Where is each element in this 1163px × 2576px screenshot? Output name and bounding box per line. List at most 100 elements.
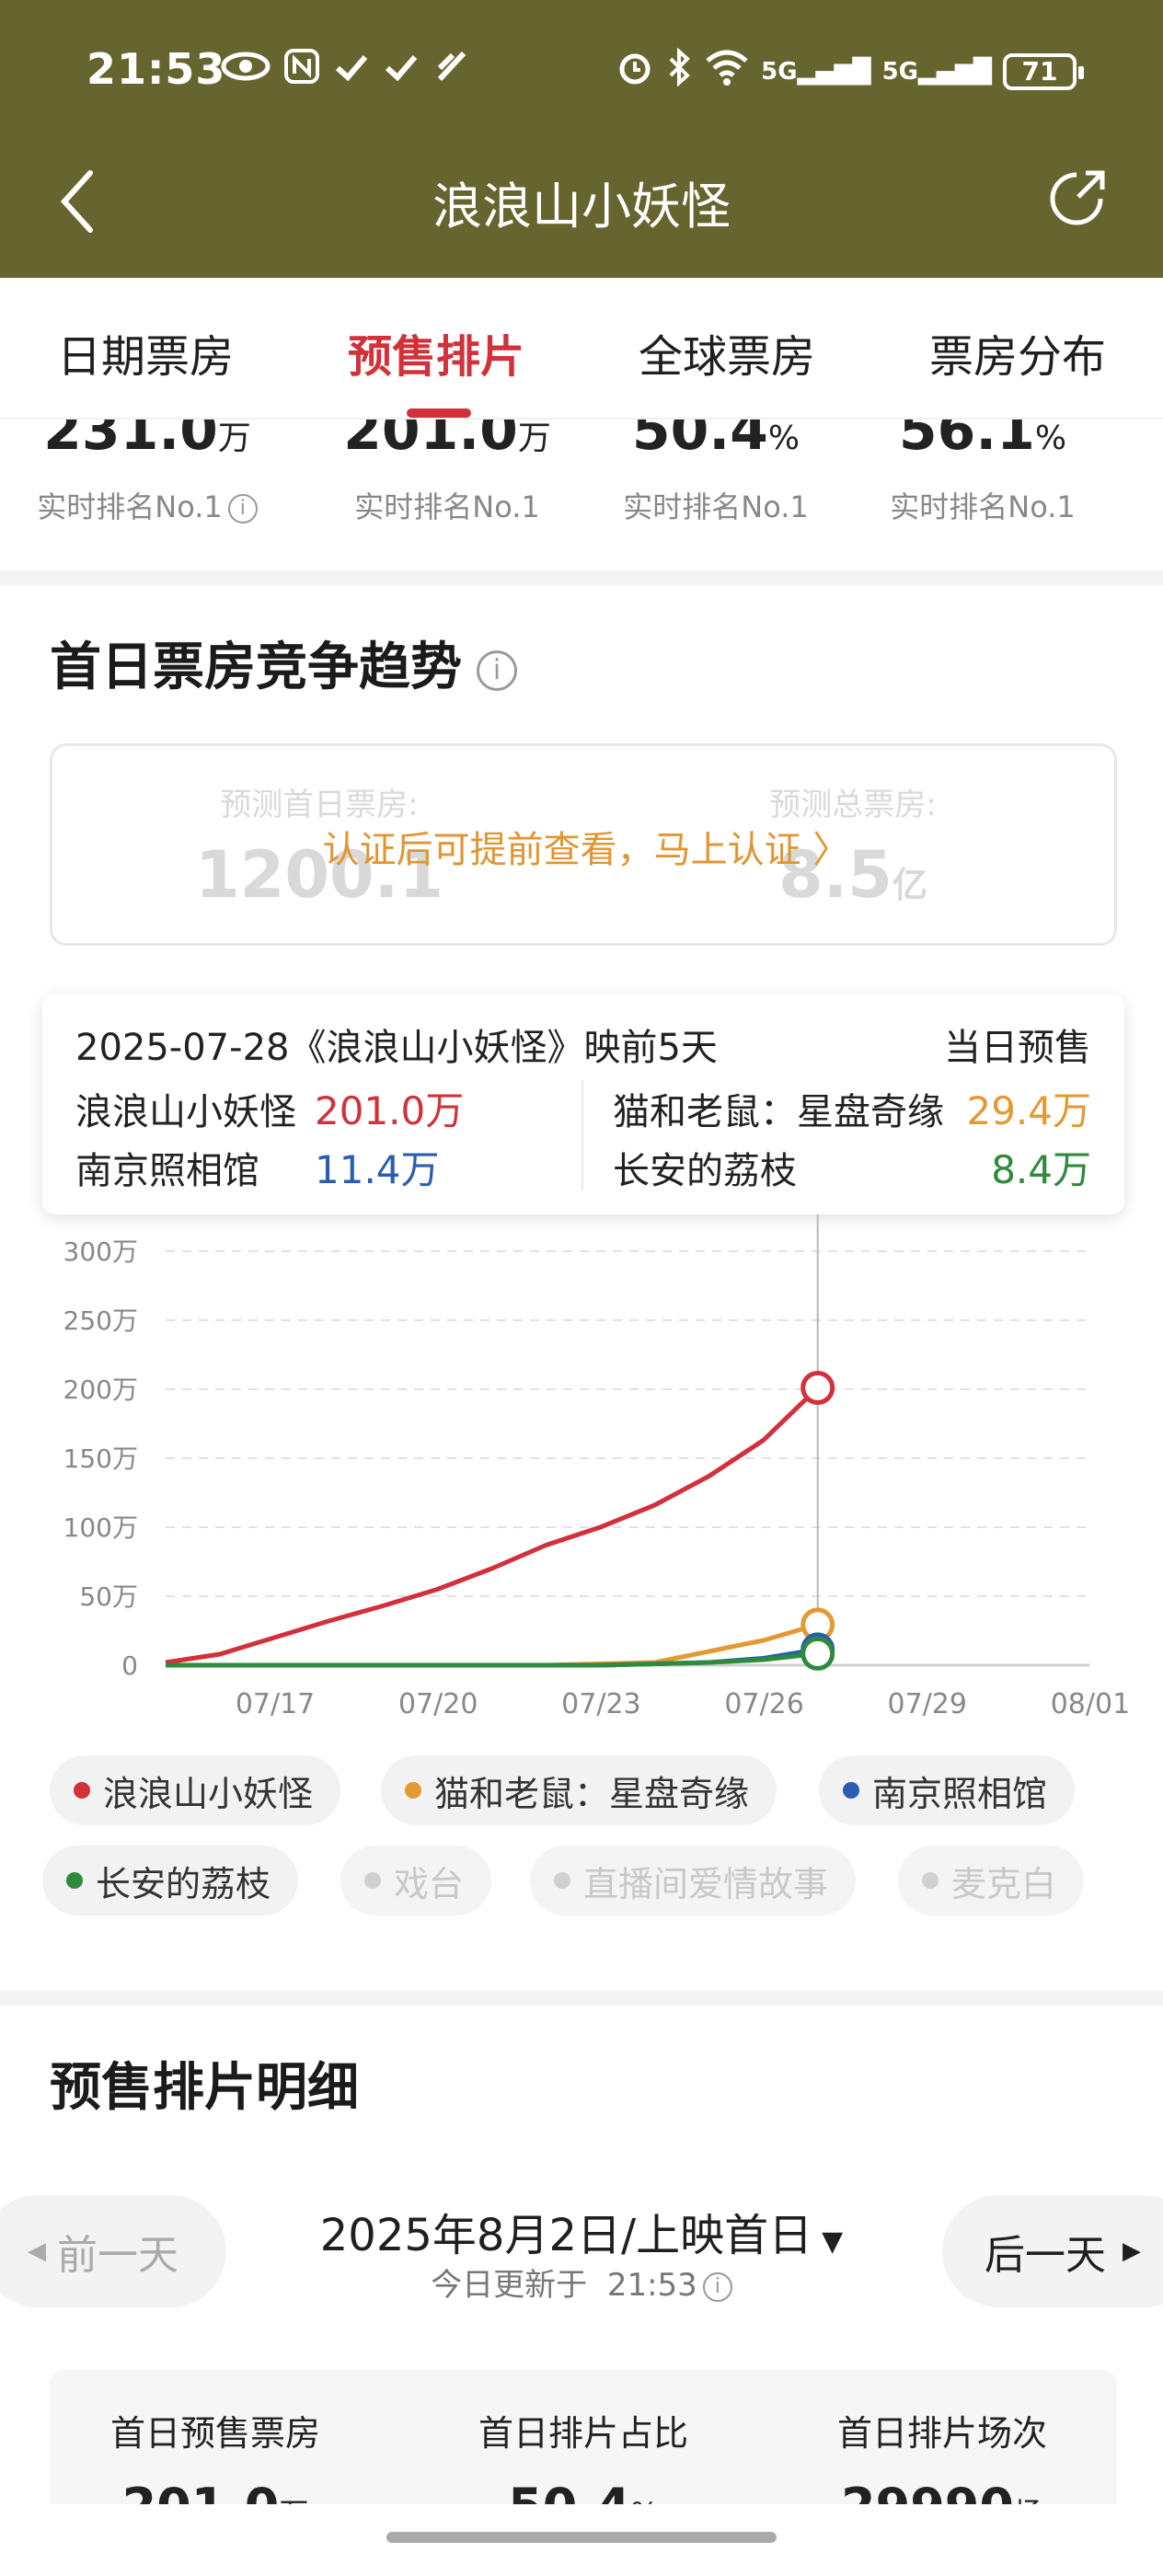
- series-line: [166, 1622, 819, 1668]
- app-icon: [432, 48, 469, 93]
- legend-item[interactable]: 直播间爱情故事: [530, 1846, 857, 1915]
- home-indicator[interactable]: [386, 2532, 777, 2543]
- predict-total: 预测总票房: 8.5亿: [769, 787, 937, 913]
- legend-item[interactable]: 麦克白: [898, 1846, 1085, 1915]
- verify-link[interactable]: 认证后可提前查看，马上认证 〉: [322, 829, 850, 871]
- notification-icons: [221, 48, 469, 93]
- stat-item: 231.0万 实时排名No.1 i: [9, 420, 285, 526]
- legend-item[interactable]: 南京照相馆: [819, 1755, 1076, 1825]
- chevron-right-icon: 〉: [800, 829, 850, 871]
- stat-rank: 实时排名No.1: [890, 489, 1076, 524]
- stat-item: 50.4% 实时排名No.1: [578, 420, 854, 526]
- active-tab-indicator: [407, 408, 471, 418]
- nfc-icon: [283, 48, 320, 93]
- status-bar: 21:53: [0, 37, 1163, 110]
- tooltip-movie-value: 8.4万: [991, 1147, 1091, 1192]
- y-tick-label: 200万: [63, 1374, 138, 1405]
- eye-icon: [221, 48, 271, 93]
- trend-chart[interactable]: 300万 250万 200万 150万 100万 50万 0 07/17 07/20 07/23 0…: [0, 1214, 1163, 1730]
- app-header: 21:53: [0, 0, 1163, 278]
- legend-item[interactable]: 长安的荔枝: [42, 1846, 299, 1915]
- stat-unit: 万: [517, 420, 551, 457]
- date-selector[interactable]: 2025年8月2日/上映首日 ▼: [319, 2210, 844, 2261]
- legend-dot: [364, 1872, 381, 1889]
- x-tick-label: 07/29: [888, 1688, 967, 1720]
- y-tick-label: 300万: [63, 1236, 138, 1267]
- detail-section-title: 预售排片明细: [50, 2058, 359, 2118]
- legend-dot: [405, 1782, 421, 1799]
- info-icon[interactable]: i: [227, 494, 258, 523]
- tab-presale-schedule[interactable]: 预售排片: [347, 331, 524, 383]
- section-divider: [0, 570, 1163, 585]
- system-icons: 5G▂▄▆█ 5G▂▄▆█ 71: [616, 47, 1084, 95]
- stat-item: 56.1% 实时排名No.1: [845, 420, 1121, 526]
- stat-unit: %: [767, 420, 800, 457]
- caret-left-icon: ◀: [28, 2237, 46, 2265]
- legend-dot: [554, 1872, 570, 1889]
- x-tick-label: 07/20: [398, 1688, 478, 1720]
- tooltip-movie-name: 猫和老鼠：星盘奇缘: [613, 1091, 944, 1133]
- battery-icon: 71: [1003, 52, 1084, 90]
- x-tick-label: 07/17: [236, 1688, 315, 1720]
- next-day-button[interactable]: 后一天 ▶: [942, 2195, 1163, 2307]
- legend-item[interactable]: 猫和老鼠：星盘奇缘: [381, 1755, 777, 1825]
- trend-chart-svg[interactable]: 300万 250万 200万 150万 100万 50万 0 07/17 07/20 07/23 0…: [0, 1214, 1163, 1730]
- wifi-icon: [704, 48, 750, 95]
- y-tick-label: 0: [121, 1650, 138, 1681]
- tooltip-movie-name: 南京照相馆: [75, 1150, 259, 1192]
- stat-unit: %: [1034, 420, 1067, 457]
- info-icon[interactable]: i: [477, 650, 517, 691]
- legend-dot: [66, 1872, 83, 1889]
- stat-value: 56.1: [898, 420, 1035, 462]
- tooltip-movie-value: 201.0万: [315, 1088, 465, 1133]
- bluetooth-icon: [665, 47, 693, 95]
- stat-item: 201.0万 实时排名No.1: [309, 420, 585, 526]
- signal-icon: 5G▂▄▆█: [761, 57, 871, 86]
- alarm-icon: [616, 48, 654, 95]
- update-time: 今日更新于 21:53 i: [0, 2260, 1163, 2305]
- info-icon[interactable]: i: [702, 2271, 732, 2302]
- legend-dot: [74, 1782, 90, 1799]
- tooltip-movie-name: 长安的荔枝: [613, 1150, 797, 1192]
- stat-rank: 实时排名No.1: [37, 489, 223, 524]
- status-time: 21:53: [86, 44, 226, 94]
- section-divider: [0, 1991, 1163, 2006]
- trend-section-title: 首日票房竞争趋势 i: [50, 626, 517, 700]
- tooltip-date: 2025-07-28《浪浪山小妖怪》映前5天: [75, 1027, 718, 1069]
- y-tick-label: 50万: [79, 1581, 138, 1612]
- y-tick-label: 100万: [63, 1512, 138, 1543]
- tab-boxoffice-distribution[interactable]: 票房分布: [928, 331, 1106, 383]
- caret-down-icon: ▼: [822, 2225, 844, 2258]
- stat-rank: 实时排名No.1: [354, 489, 540, 524]
- x-tick-label: 08/01: [1051, 1688, 1130, 1720]
- prediction-box[interactable]: 预测首日票房: 1200.1万 预测总票房: 8.5亿 认证后可提前查看，马上认…: [50, 743, 1117, 946]
- tooltip-movie-name: 浪浪山小妖怪: [75, 1091, 296, 1133]
- tooltip-movie-value: 11.4万: [315, 1147, 440, 1192]
- stats-strip: 231.0万 实时排名No.1 i 201.0万 实时排名No.1 50.4% 实…: [0, 420, 1163, 567]
- app-icon: [333, 48, 370, 93]
- legend-item[interactable]: 戏台: [340, 1846, 492, 1915]
- legend-dot: [922, 1872, 938, 1889]
- legend-item[interactable]: 浪浪山小妖怪: [50, 1755, 341, 1825]
- stat-value: 50.4: [631, 420, 768, 462]
- stat-value: 201.0: [343, 420, 518, 462]
- tab-global-boxoffice[interactable]: 全球票房: [638, 331, 815, 383]
- tooltip-divider: [582, 1080, 583, 1190]
- chart-tooltip: 2025-07-28《浪浪山小妖怪》映前5天 当日预售 浪浪山小妖怪 201.0…: [42, 994, 1124, 1214]
- data-point-marker: [800, 1371, 835, 1405]
- back-icon[interactable]: [55, 169, 101, 233]
- title-bar: 浪浪山小妖怪: [0, 147, 1163, 248]
- tooltip-kind: 当日预售: [944, 1027, 1091, 1069]
- page-title: 浪浪山小妖怪: [432, 178, 731, 236]
- signal-icon: 5G▂▄▆█: [881, 57, 992, 86]
- series-line: [166, 1650, 818, 1668]
- stat-value: 231.0: [43, 420, 218, 462]
- share-icon[interactable]: [1042, 164, 1111, 234]
- stat-rank: 实时排名No.1: [623, 489, 809, 524]
- prev-day-button[interactable]: ◀ 前一天: [0, 2195, 226, 2307]
- caret-right-icon: ▶: [1123, 2237, 1141, 2265]
- app-icon: [383, 48, 420, 93]
- tab-date-boxoffice[interactable]: 日期票房: [56, 331, 234, 383]
- legend-dot: [843, 1782, 859, 1799]
- predict-first-day: 预测首日票房: 1200.1万: [194, 787, 444, 943]
